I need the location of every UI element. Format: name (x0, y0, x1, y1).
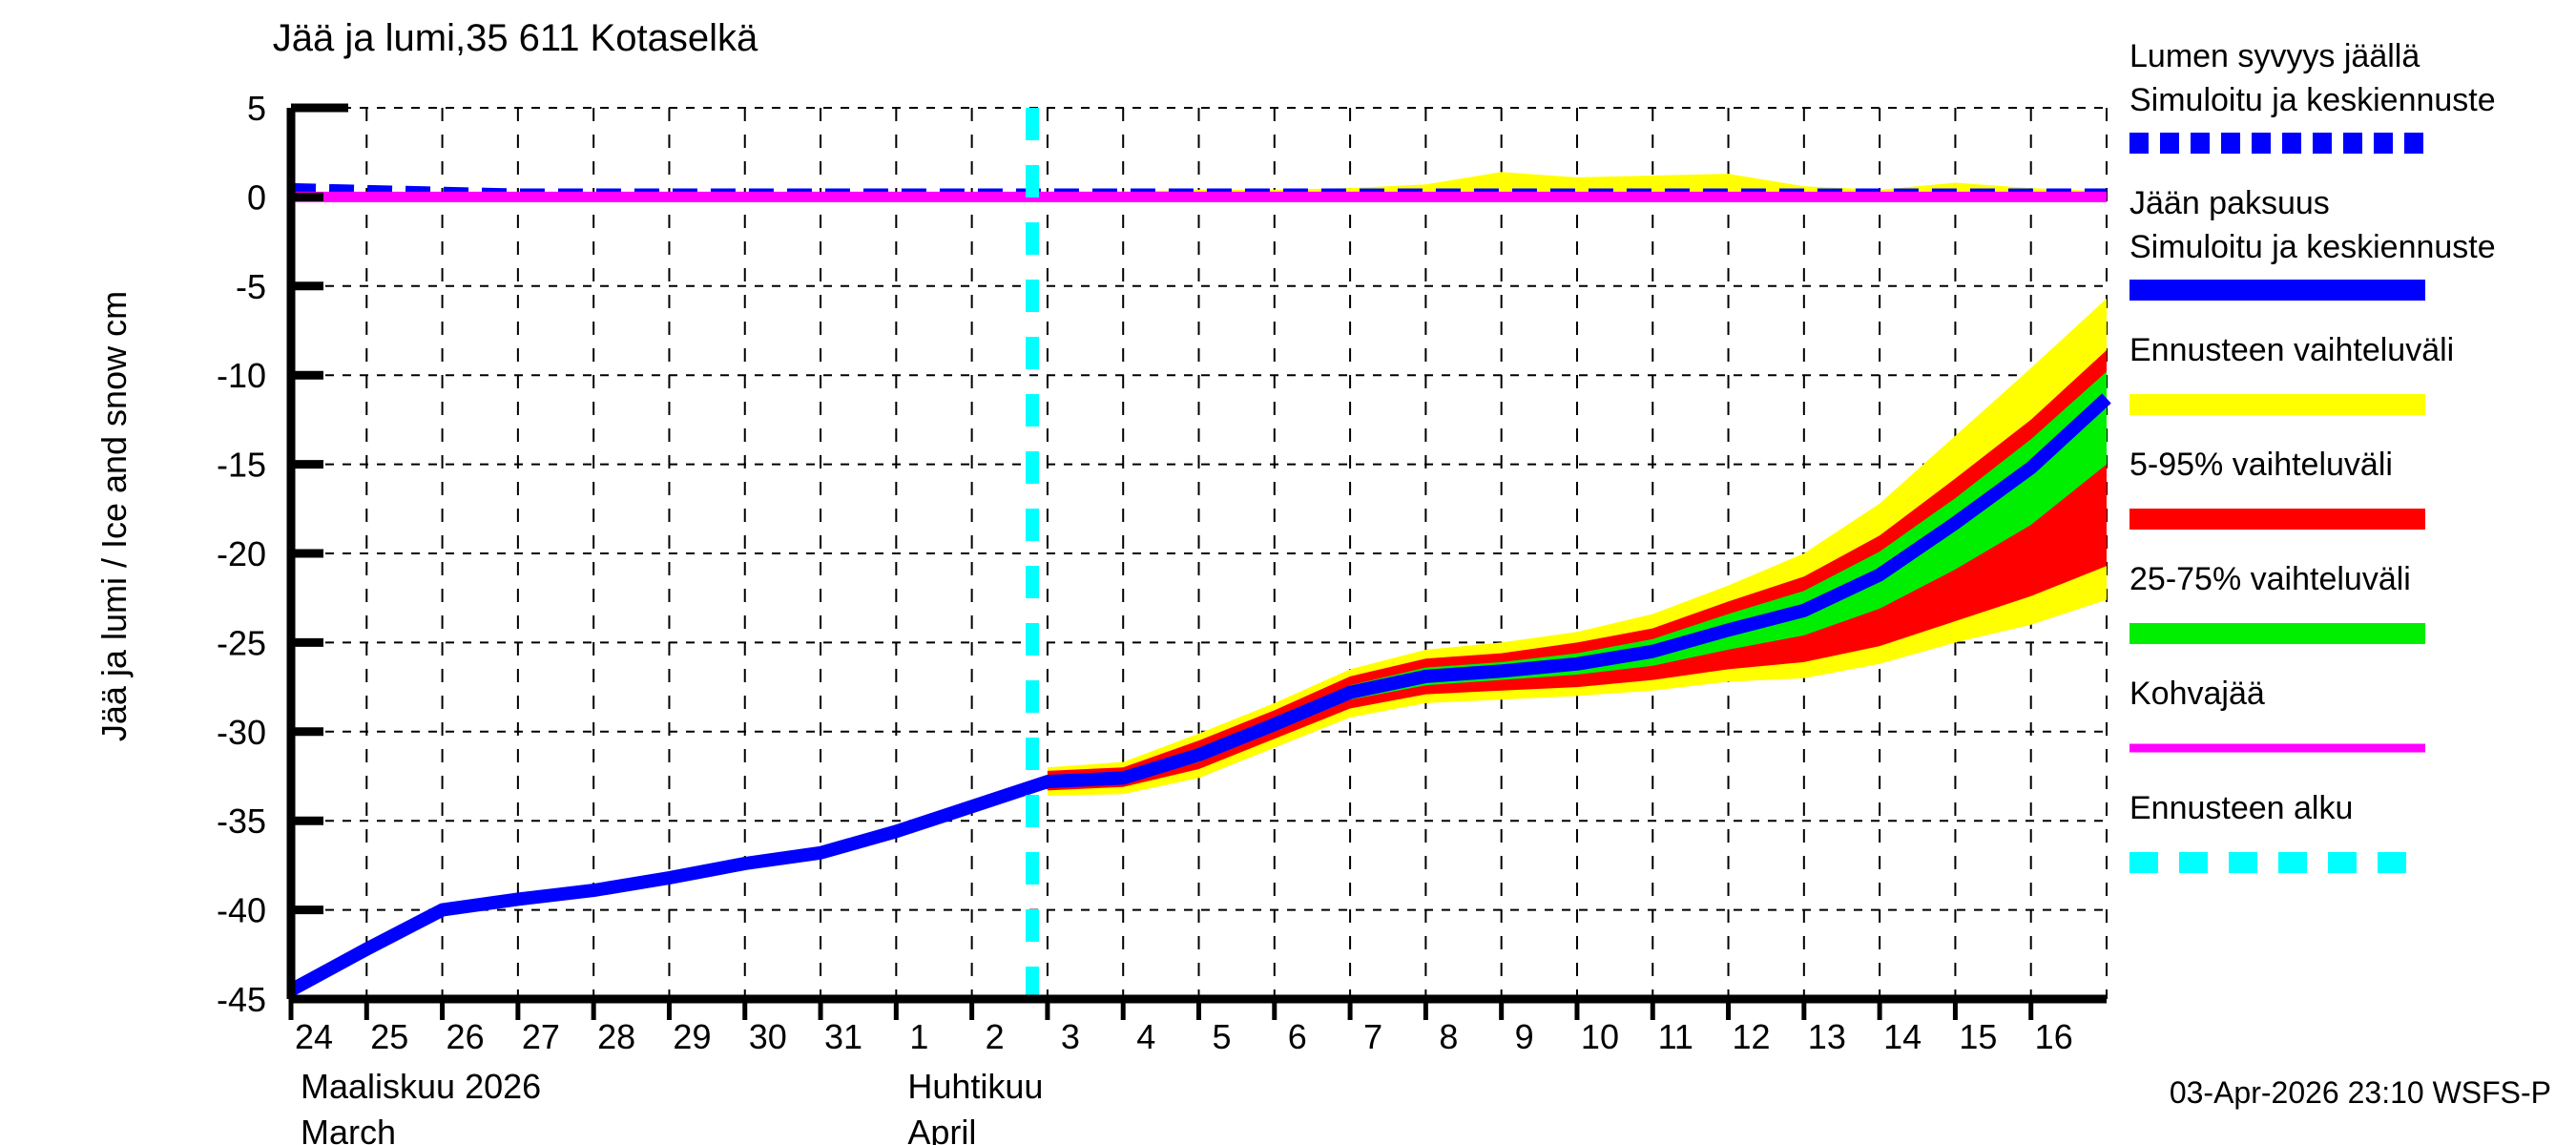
x-tick-label: 14 (1883, 1017, 1922, 1056)
x-tick-label: 3 (1061, 1017, 1080, 1056)
legend: Lumen syvyys jäällä Simuloitu ja keskienn… (2129, 38, 2496, 873)
legend-subheading: Simuloitu ja keskiennuste (2129, 229, 2496, 265)
y-tick-label: -25 (217, 623, 266, 662)
x-tick-label: 10 (1581, 1017, 1619, 1056)
x-tick-label: 7 (1363, 1017, 1382, 1056)
x-tick-label: 16 (2035, 1017, 2073, 1056)
x-tick-label: 6 (1288, 1017, 1307, 1056)
y-tick-label: -45 (217, 980, 266, 1019)
legend-heading: 5-95% vaihteluväli (2129, 447, 2393, 483)
y-tick-label: -40 (217, 891, 266, 930)
x-tick-label: 29 (673, 1017, 711, 1056)
y-tick-label: 5 (247, 89, 266, 128)
legend-subheading: Simuloitu ja keskiennuste (2129, 82, 2496, 118)
forecast-band (1047, 172, 2107, 194)
legend-heading: Ennusteen vaihteluväli (2129, 332, 2454, 368)
x-tick-label: 25 (370, 1017, 408, 1056)
x-axis-month-label-fi-2: Huhtikuu (907, 1067, 1043, 1106)
axis-layer (286, 103, 2107, 1020)
x-axis-month-label-en-1: March (301, 1113, 396, 1145)
x-axis-month-label-en-2: April (907, 1113, 976, 1145)
y-tick-label: -15 (217, 446, 266, 485)
x-tick-label: 2 (986, 1017, 1005, 1056)
footer-timestamp: 03-Apr-2026 23:10 WSFS-P (2169, 1075, 2551, 1110)
y-tick-label: 0 (247, 177, 266, 217)
data-series (287, 182, 2111, 996)
legend-heading: Lumen syvyys jäällä (2129, 38, 2420, 74)
y-tick-label: -20 (217, 534, 266, 573)
series-line (287, 393, 2111, 996)
x-tick-label: 4 (1136, 1017, 1155, 1056)
legend-heading: Ennusteen alku (2129, 790, 2353, 826)
x-axis-month-label-fi-1: Maaliskuu 2026 (301, 1067, 541, 1106)
forecast-band (1047, 371, 2107, 785)
x-tick-label: 26 (447, 1017, 485, 1056)
x-tick-label: 30 (749, 1017, 787, 1056)
y-tick-label: -10 (217, 356, 266, 395)
x-tick-label: 8 (1439, 1017, 1458, 1056)
page-title: Jää ja lumi,35 611 Kotaselkä (272, 17, 758, 59)
y-tick-label: -5 (236, 267, 266, 306)
x-tick-label: 27 (522, 1017, 560, 1056)
x-tick-label: 24 (295, 1017, 333, 1056)
x-tick-label: 13 (1808, 1017, 1846, 1056)
x-tick-label: 11 (1658, 1017, 1693, 1056)
x-tick-label: 28 (597, 1017, 635, 1056)
y-tick-label: -35 (217, 802, 266, 841)
x-tick-label: 12 (1733, 1017, 1771, 1056)
x-tick-label: 9 (1515, 1017, 1534, 1056)
legend-heading: Jään paksuus (2129, 185, 2330, 221)
x-tick-label: 1 (909, 1017, 928, 1056)
x-tick-label: 31 (824, 1017, 862, 1056)
y-tick-label: -30 (217, 713, 266, 752)
legend-heading: 25-75% vaihteluväli (2129, 561, 2411, 597)
x-tick-label: 15 (1959, 1017, 1997, 1056)
legend-heading: Kohvajää (2129, 676, 2265, 712)
x-tick-label: 5 (1212, 1017, 1231, 1056)
